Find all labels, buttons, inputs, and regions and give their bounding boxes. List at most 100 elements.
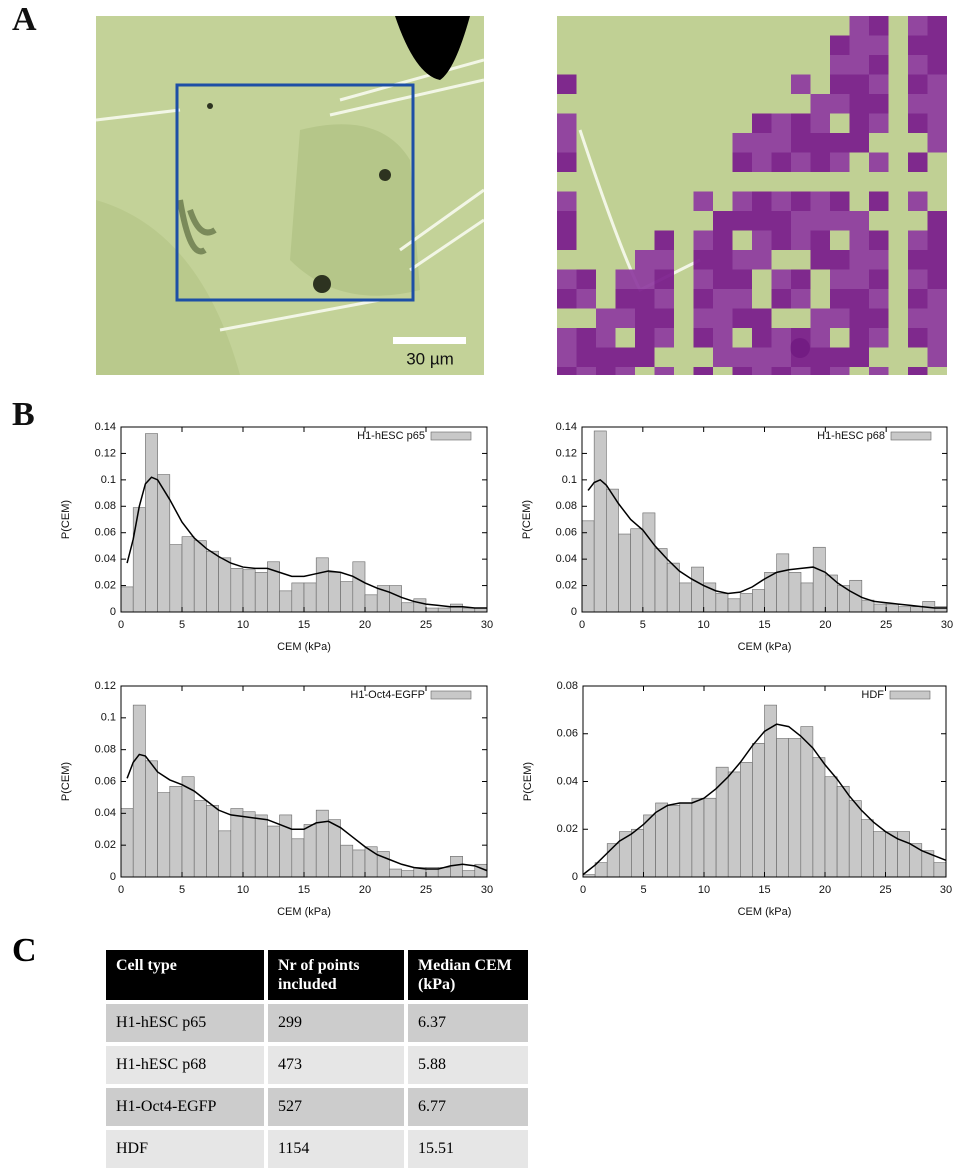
stiffness-cell [732,191,752,211]
table-header: Cell type [106,950,264,1000]
stiffness-cell [908,152,928,172]
stiffness-cell [615,308,635,328]
y-tick-label: 0.02 [95,579,116,591]
stiffness-cell [771,230,791,250]
stiffness-cell [830,35,850,55]
stiffness-cell [791,328,811,348]
stiffness-cell [830,308,850,328]
stiffness-cell [732,133,752,153]
stiffness-cell [771,328,791,348]
stiffness-cell [654,230,674,250]
stiffness-cell [830,74,850,94]
bar [218,830,232,878]
bar [666,562,680,613]
stiffness-cell [752,191,772,211]
micrograph [96,16,484,375]
stiffness-cell [713,289,733,309]
table-cell: 6.77 [408,1088,528,1126]
stiffness-cell [752,328,772,348]
stiffness-cell [849,250,869,270]
stiffness-cell [869,35,889,55]
bar [132,704,146,878]
roi-box [175,83,415,302]
bar [303,824,317,878]
stiffness-cell [791,113,811,133]
stiffness-cell [791,211,811,231]
stiffness-cell [791,152,811,172]
stiffness-cell [693,269,713,289]
stiffness-cell [752,211,772,231]
stiffness-cell [713,211,733,231]
legend-swatch [430,431,472,441]
x-tick-label: 20 [819,884,831,896]
stiffness-cell [654,269,674,289]
stiffness-cell [791,133,811,153]
bar [788,572,802,613]
table-cell: 473 [268,1046,404,1084]
bar [739,593,753,613]
bar [328,819,341,878]
stiffness-cell [732,289,752,309]
stiffness-cell [693,191,713,211]
stiffness-cell [635,269,655,289]
x-tick-label: 0 [580,884,586,896]
stiffness-cell [849,328,869,348]
y-tick-label: 0.08 [557,680,578,692]
stiffness-cell [557,328,577,348]
bar [630,528,644,613]
bar [618,533,631,613]
bar [703,797,717,878]
stiffness-cell [908,55,928,75]
bar [752,742,765,878]
particle [313,275,331,293]
x-tick-label: 20 [819,619,831,631]
stiffness-cell [557,230,577,250]
stiffness-cell [752,250,772,270]
bar [206,550,219,613]
x-tick-label: 0 [118,884,124,896]
stiffness-cell [849,269,869,289]
x-tick-label: 10 [698,884,710,896]
y-tick-label: 0.08 [556,500,577,512]
stiffness-cell [908,191,928,211]
y-tick-label: 0.14 [95,421,116,433]
stiffness-cell [849,211,869,231]
stiffness-cell [557,113,577,133]
stiffness-cell [927,328,947,348]
table-cell: H1-hESC p68 [106,1046,264,1084]
stiffness-cell [654,367,674,375]
bar [861,599,875,613]
stiffness-cell [908,113,928,133]
bar [679,582,692,613]
bar [691,566,704,613]
bar [462,607,476,613]
results-table: Cell type Nr of points included Median C… [102,946,532,1172]
stiffness-cell [557,269,577,289]
x-tick-label: 25 [879,884,891,896]
bar [352,561,366,613]
stiffness-cell [810,347,830,367]
x-axis-label: CEM (kPa) [738,641,792,653]
stiffness-cell [849,308,869,328]
legend-swatch [890,431,932,441]
table-row: H1-hESC p68 473 5.88 [106,1046,528,1084]
stiffness-cell [771,289,791,309]
stiffness-cell [732,308,752,328]
x-tick-label: 5 [179,619,185,631]
stiffness-cell [908,367,928,375]
density-curve [587,478,947,609]
stiffness-cell [732,269,752,289]
x-tick-label: 25 [420,884,432,896]
x-tick-label: 15 [758,884,770,896]
bar [389,868,402,878]
stiffness-cell [635,347,655,367]
bar [727,598,741,613]
stiffness-cell [771,133,791,153]
y-tick-label: 0.12 [556,447,577,459]
bar [181,776,195,878]
stiffness-cell [849,113,869,133]
bar [776,553,790,613]
stiffness-cell [810,211,830,231]
x-tick-label: 30 [941,619,953,631]
bar [897,831,910,878]
